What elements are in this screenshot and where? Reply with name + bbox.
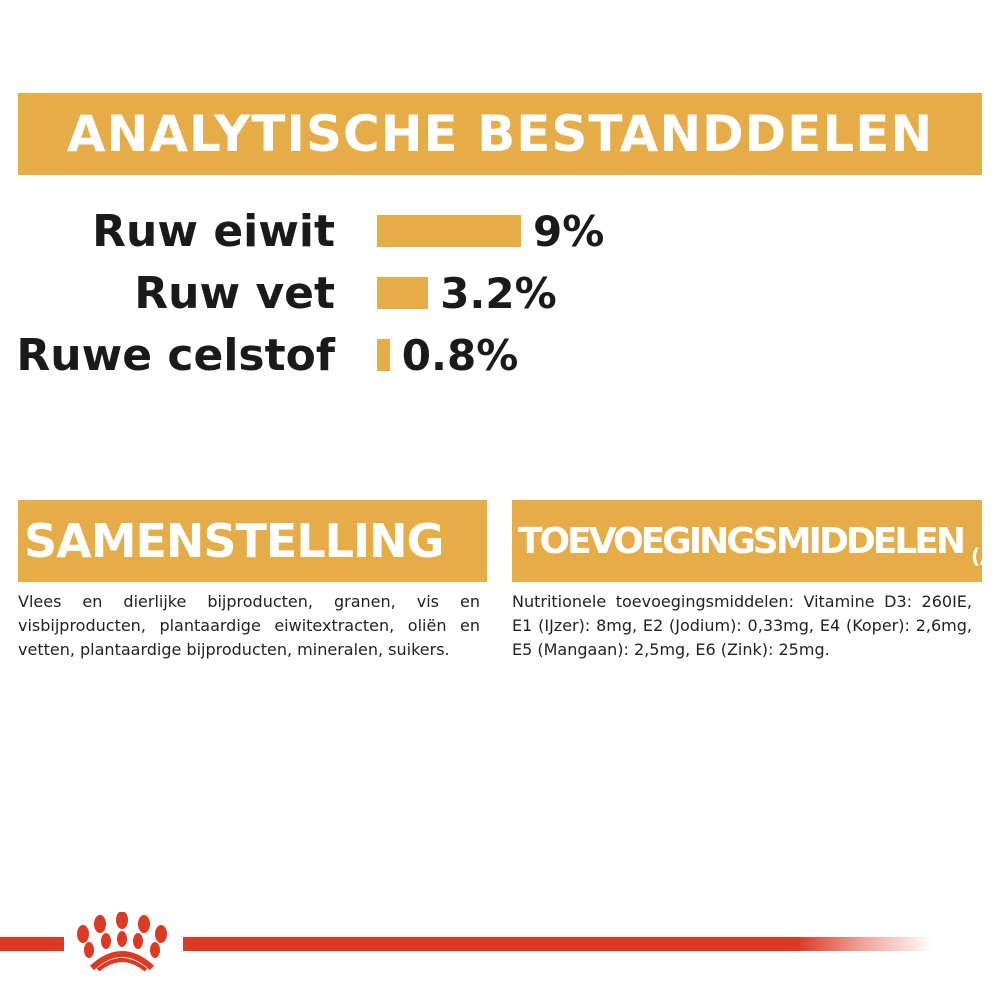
nutrient-bar	[377, 277, 429, 309]
nutrient-bar	[377, 339, 390, 371]
nutrient-value: 0.8%	[401, 330, 519, 380]
nutrient-value: 9%	[533, 206, 605, 256]
composition-text: Vlees en dierlijke bijproducten, granen,…	[18, 592, 480, 659]
nutrient-row: Ruw vet 3.2%	[0, 263, 557, 323]
composition-header: SAMENSTELLING	[18, 500, 487, 582]
analytical-header: ANALYTISCHE BESTANDDELEN	[18, 93, 982, 175]
additives-unit: (/kg)	[970, 544, 982, 568]
composition-title: SAMENSTELLING	[24, 514, 444, 568]
nutrient-value: 3.2%	[440, 268, 557, 318]
nutrient-label: Ruw eiwit	[92, 205, 335, 257]
nutrient-label: Ruw vet	[134, 267, 335, 319]
additives-title: TOEVOEGINGSMIDDELEN	[518, 520, 966, 562]
brand-line-right	[183, 937, 933, 951]
analytical-title: ANALYTISCHE BESTANDDELEN	[66, 105, 934, 163]
nutrient-label: Ruwe celstof	[16, 329, 335, 381]
nutrient-bar	[377, 215, 521, 247]
nutrient-row: Ruwe celstof 0.8%	[0, 325, 518, 385]
brand-line-left	[0, 937, 64, 951]
additives-text: Nutritionele toevoegingsmiddelen: Vitami…	[512, 592, 972, 659]
additives-header: TOEVOEGINGSMIDDELEN (/kg)	[512, 500, 982, 582]
crown-logo-icon	[77, 912, 167, 972]
nutrient-row: Ruw eiwit 9%	[0, 201, 604, 261]
